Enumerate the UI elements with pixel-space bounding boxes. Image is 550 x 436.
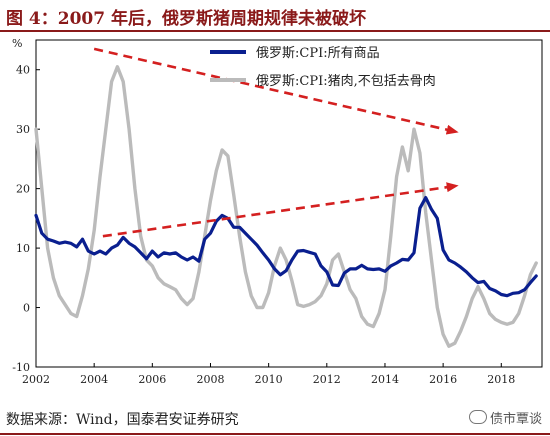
- series-line-cpi-all-goods: [34, 196, 538, 298]
- x-tick-label: 2004: [80, 373, 108, 386]
- bottom-divider: [0, 433, 550, 435]
- figure-title: 图 4：2007 年后，俄罗斯猪周期规律未被破坏: [6, 9, 366, 29]
- y-tick-label: 20: [16, 183, 30, 196]
- x-tick-label: 2008: [196, 373, 224, 386]
- x-tick-label: 2010: [255, 373, 283, 386]
- y-tick-label: 30: [16, 123, 30, 136]
- series-line-cpi-pork: [34, 65, 538, 348]
- y-axis-unit-label: %: [12, 37, 22, 50]
- line-chart: -10 0 10 20 30 40% 2002 2004 2006 2008 2010 2012 201…: [12, 37, 543, 386]
- x-tick-label: 2016: [429, 373, 457, 386]
- legend-label-cpi-all-goods: 俄罗斯:CPI:所有商品: [256, 46, 380, 61]
- watermark: 债市覃谈: [468, 408, 542, 427]
- trend-arrow-troughs: [102, 182, 459, 238]
- plot-frame: [35, 39, 543, 368]
- legend-label-cpi-pork: 俄罗斯:CPI:猪肉,不包括去骨肉: [256, 74, 436, 89]
- x-tick-label: 2018: [487, 373, 515, 386]
- x-tick-label: 2012: [313, 373, 341, 386]
- x-tick-label: 2006: [138, 373, 166, 386]
- data-source-note: 数据来源：Wind，国泰君安证券研究: [6, 412, 239, 428]
- title-divider: [0, 30, 550, 32]
- y-tick-label: -10: [12, 361, 30, 374]
- x-tick-label: 2014: [371, 373, 399, 386]
- y-tick-label: 10: [16, 242, 30, 255]
- wechat-icon: [468, 410, 487, 424]
- y-tick-label: 0: [23, 302, 30, 315]
- x-tick-label: 2002: [22, 373, 50, 386]
- watermark-text: 债市覃谈: [489, 412, 542, 427]
- trend-arrow-peaks: [93, 47, 459, 135]
- y-tick-label: 40: [16, 64, 30, 77]
